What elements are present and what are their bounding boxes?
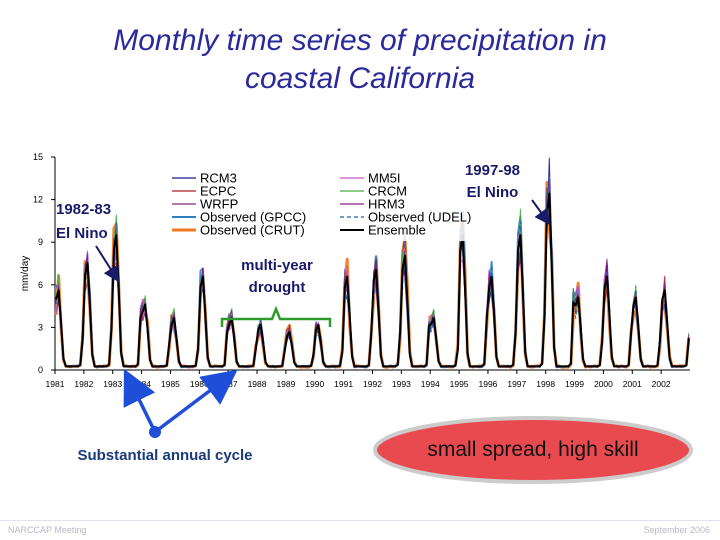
y-tick-label: 6 (38, 280, 43, 290)
x-tick-label: 1996 (478, 379, 497, 389)
y-tick-label: 3 (38, 322, 43, 332)
drought-callout: multi-year drought (222, 255, 332, 299)
x-tick-label: 1998 (536, 379, 555, 389)
el-nino-9798-label: El Nino (466, 184, 519, 201)
footer-rule (0, 520, 720, 521)
legend-entry: HRM3 (368, 197, 405, 212)
drought-line2: drought (248, 279, 306, 296)
el-nino-1997-98-callout: 1997-98 El Nino (445, 160, 540, 204)
x-tick-label: 1993 (392, 379, 411, 389)
x-tick-label: 1983 (103, 379, 122, 389)
y-tick-label: 9 (38, 237, 43, 247)
skill-callout: small spread, high skill (427, 438, 639, 461)
x-tick-label: 1991 (334, 379, 353, 389)
legend-entry: ECPC (200, 184, 236, 199)
x-tick-label: 1986 (190, 379, 209, 389)
x-tick-label: 1988 (248, 379, 267, 389)
x-tick-label: 1994 (421, 379, 440, 389)
y-tick-label: 15 (33, 152, 43, 162)
annual-cycle-arrow-left (123, 368, 157, 433)
footer-right: September 2006 (643, 525, 710, 535)
x-tick-label: 2001 (623, 379, 642, 389)
legend-entry: MM5I (368, 171, 401, 186)
el-nino-8283-years: 1982-83 (56, 201, 112, 218)
slide-title-line2: coastal California (244, 62, 476, 95)
x-tick-label: 1995 (450, 379, 469, 389)
x-tick-label: 1982 (74, 379, 93, 389)
x-tick-label: 2002 (652, 379, 671, 389)
legend-entry: CRCM (368, 184, 407, 199)
drought-bracket (220, 305, 332, 327)
slide-title: Monthly time series of precipitation in … (0, 22, 720, 98)
el-nino-9798-years: 1997-98 (464, 162, 521, 179)
el-nino-8283-label: El Nino (56, 225, 108, 242)
footer-left: NARCCAP Meeting (8, 525, 87, 535)
y-tick-label: 0 (38, 365, 43, 375)
skill-ellipse (373, 416, 693, 484)
x-tick-label: 1992 (363, 379, 382, 389)
el-nino-1982-83-callout: 1982-83 El Nino (56, 198, 136, 246)
y-axis-label: mm/day (20, 256, 31, 292)
annual-cycle-arrow-right (153, 369, 238, 434)
el-nino-9798-arrow (531, 199, 551, 226)
slide-title-line1: Monthly time series of precipitation in (113, 24, 607, 57)
drought-line1: multi-year (241, 257, 313, 274)
legend-entry: Observed (CRUT) (200, 223, 305, 238)
legend-entry: Ensemble (368, 223, 426, 238)
legend-entry: Observed (UDEL) (368, 210, 471, 225)
y-tick-label: 12 (33, 195, 43, 205)
x-tick-label: 1999 (565, 379, 584, 389)
el-nino-8283-arrow (95, 245, 120, 283)
series-line-ensemble (55, 192, 690, 368)
legend-background (168, 169, 473, 241)
legend-entry: WRFP (200, 197, 238, 212)
x-tick-label: 1989 (276, 379, 295, 389)
x-tick-label: 1981 (46, 379, 65, 389)
x-tick-label: 1990 (305, 379, 324, 389)
x-tick-label: 1997 (507, 379, 526, 389)
legend-entry: RCM3 (200, 171, 237, 186)
x-tick-label: 2000 (594, 379, 613, 389)
annual-cycle-callout: Substantial annual cycle (77, 447, 253, 464)
legend-entry: Observed (GPCC) (200, 210, 306, 225)
x-tick-label: 1985 (161, 379, 180, 389)
